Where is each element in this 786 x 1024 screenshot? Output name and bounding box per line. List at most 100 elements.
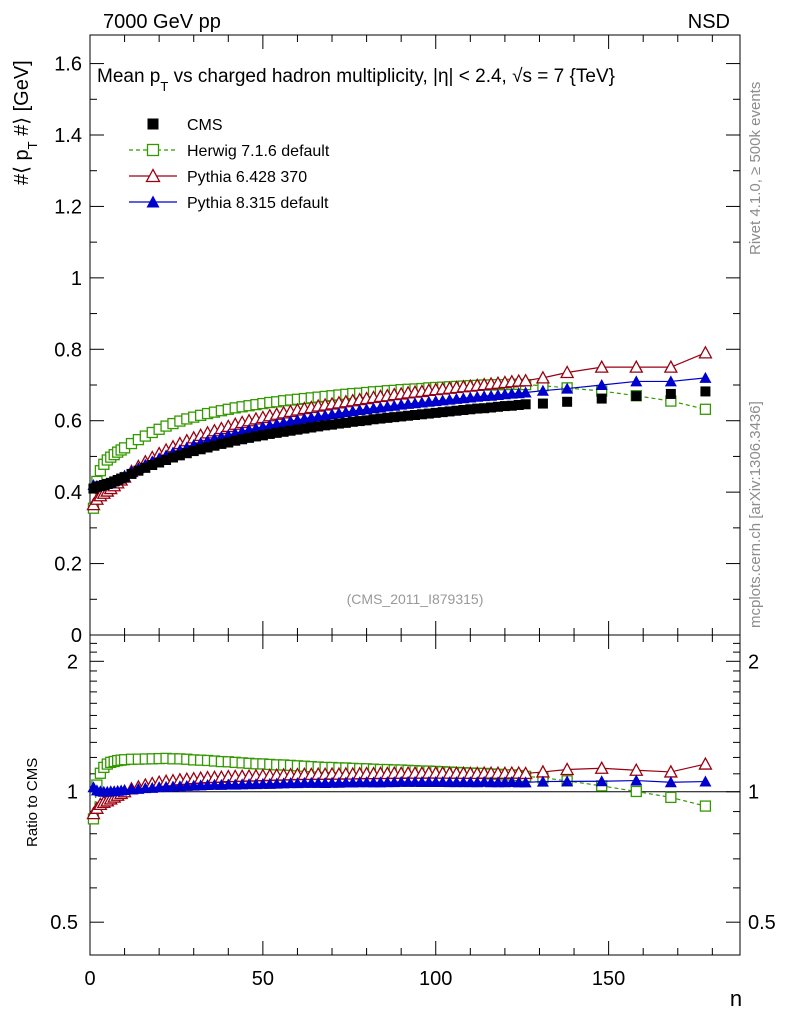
data-point	[161, 455, 172, 465]
data-point	[119, 472, 130, 483]
main-ytick-label: 0.4	[54, 482, 82, 504]
data-point	[519, 386, 532, 398]
data-point	[560, 762, 575, 776]
ratio-series	[86, 752, 713, 825]
data-point	[299, 423, 310, 434]
data-point	[479, 403, 490, 414]
data-point	[700, 386, 711, 397]
data-point	[506, 400, 517, 411]
data-point	[403, 410, 414, 421]
main-ytick-label: 1.2	[54, 196, 82, 218]
data-point	[174, 450, 185, 461]
x-axis-label: n	[730, 986, 742, 1011]
ratio-ytick-label-right: 1	[748, 782, 759, 804]
data-point	[354, 416, 365, 427]
ratio-ytick-label: 0.5	[50, 912, 78, 934]
data-point	[665, 791, 677, 804]
data-point	[140, 462, 151, 473]
ratio-panel-frame	[89, 634, 741, 956]
ratio-series-pythia-8-315-default	[87, 774, 712, 797]
data-point	[663, 359, 678, 373]
title-part-mid: vs charged hadron multiplicity, |η| < 2.…	[168, 66, 523, 87]
data-point	[237, 434, 248, 445]
data-point	[444, 406, 455, 417]
data-point	[423, 408, 434, 419]
data-point	[285, 425, 296, 436]
data-point	[492, 401, 503, 412]
title-part-pre: Mean p	[97, 66, 160, 87]
data-point	[664, 375, 677, 387]
data-point	[146, 143, 160, 157]
data-point	[595, 775, 608, 787]
main-ytick-label: 0.6	[54, 411, 82, 433]
legend-item: Herwig 7.1.6 default	[129, 143, 330, 160]
data-point	[537, 398, 548, 409]
data-point	[181, 448, 192, 459]
data-point	[146, 195, 160, 208]
ratio-ytick-label-right: 2	[748, 651, 759, 673]
data-point	[594, 359, 609, 373]
data-point	[410, 410, 420, 420]
mcplots-label: mcplots.cern.ch [arXiv:1306.3436]	[747, 401, 764, 628]
legend-item: Pythia 8.315 default	[129, 195, 329, 212]
data-point	[126, 468, 137, 479]
data-point	[368, 414, 379, 425]
data-point	[596, 393, 607, 404]
data-point	[458, 405, 469, 415]
data-point	[699, 800, 712, 812]
data-point	[520, 399, 531, 410]
main-ytick-label: 1	[71, 268, 82, 290]
data-point	[202, 442, 213, 453]
title-part-sub: T	[160, 79, 168, 94]
data-point	[472, 403, 483, 414]
data-point	[145, 168, 161, 183]
data-point	[133, 465, 144, 476]
legend-label: CMS	[187, 117, 223, 134]
data-point	[630, 774, 643, 786]
data-point	[699, 775, 712, 787]
series-pythia-6-428-370	[86, 345, 713, 511]
data-point	[306, 422, 317, 433]
data-point	[595, 379, 608, 390]
main-ytick-label: 0.8	[54, 339, 82, 361]
main-series	[86, 345, 713, 514]
data-point	[518, 373, 533, 387]
main-ytick-label: 0	[71, 625, 82, 647]
data-point	[223, 437, 234, 448]
series-line	[92, 352, 706, 505]
data-point	[536, 775, 549, 787]
legend-label: Herwig 7.1.6 default	[187, 143, 330, 160]
data-point	[631, 391, 642, 402]
main-ytick-label: 1.6	[54, 54, 82, 76]
data-point	[451, 405, 462, 416]
data-point	[664, 776, 677, 788]
data-point	[264, 428, 275, 439]
series-cms	[88, 386, 711, 494]
data-point	[244, 432, 255, 443]
rivet-label: Rivet 4.1.0, ≥ 500k events	[747, 82, 764, 255]
ylabel-part-post: #⟩ [GeV]	[11, 60, 33, 141]
data-point	[519, 776, 532, 788]
data-point	[320, 420, 331, 431]
data-point	[665, 388, 676, 399]
data-point	[361, 415, 372, 426]
data-point	[195, 444, 206, 455]
data-point	[333, 418, 344, 429]
data-point	[560, 365, 575, 379]
ratio-ytick-label-right: 0.5	[748, 912, 776, 934]
data-point	[147, 118, 159, 130]
data-point	[257, 430, 268, 441]
main-axes: 0 0.2 0.4 0.6 0.8 1 1.2 1.4 1.6 0 50 100 150	[54, 35, 740, 990]
data-point	[250, 431, 261, 442]
data-point	[536, 384, 549, 396]
data-point	[465, 404, 476, 415]
main-ylabel: #⟨ pT #⟩ [GeV]	[11, 60, 40, 185]
data-point	[535, 370, 551, 384]
data-point	[292, 424, 303, 435]
legend: CMS Herwig 7.1.6 default Pythia 6.428 370 P…	[129, 117, 330, 212]
data-point	[416, 409, 427, 420]
data-point	[327, 419, 338, 430]
data-point	[382, 412, 393, 423]
data-point	[430, 407, 441, 418]
data-point	[562, 396, 573, 407]
